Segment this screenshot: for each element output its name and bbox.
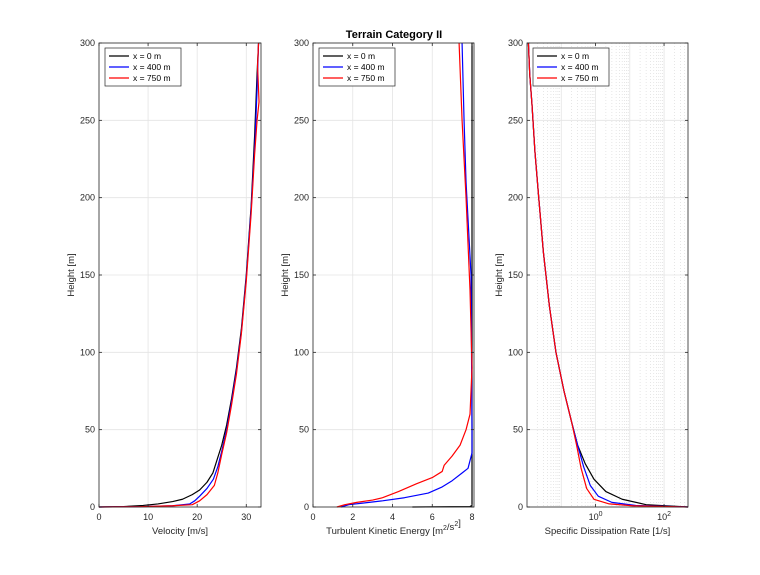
tick-label-y: 200 <box>80 193 95 203</box>
tick-label-x: 30 <box>241 512 251 522</box>
tick-label-y: 200 <box>508 193 523 203</box>
tick-label-y: 50 <box>513 425 523 435</box>
legend-entry: x = 750 m <box>133 73 171 83</box>
tick-label-y: 100 <box>80 347 95 357</box>
tick-label-x: 6 <box>430 512 435 522</box>
tick-label-y: 150 <box>294 270 309 280</box>
legend-entry: x = 400 m <box>347 62 385 72</box>
legend: x = 0 mx = 400 mx = 750 m <box>532 47 610 87</box>
series-line-x-750-m <box>336 42 473 508</box>
tick-label-y: 250 <box>294 115 309 125</box>
tick-label-y: 300 <box>294 38 309 48</box>
legend-entry: x = 750 m <box>561 73 599 83</box>
series-line-x-750-m <box>527 42 689 508</box>
tick-label-y: 300 <box>80 38 95 48</box>
tick-label-y: 50 <box>299 425 309 435</box>
legend-entry: x = 400 m <box>561 62 599 72</box>
tick-label-y: 300 <box>508 38 523 48</box>
tick-label-y: 250 <box>80 115 95 125</box>
legend-entry: x = 750 m <box>347 73 385 83</box>
legend-entry: x = 400 m <box>133 62 171 72</box>
y-axis-label: Height [m] <box>494 253 505 296</box>
tick-label-x: 100 <box>589 511 603 522</box>
legend: x = 0 mx = 400 mx = 750 m <box>104 47 182 87</box>
subplot-3: 0 50 100 150 200 250 300 100 102 Specific Dissipa… <box>494 38 689 537</box>
x-axis-label: Specific Dissipation Rate [1/s] <box>545 526 671 537</box>
tick-label-y: 100 <box>294 347 309 357</box>
tick-label-y: 100 <box>508 347 523 357</box>
tick-label-y: 150 <box>508 270 523 280</box>
series-line-x-400-m <box>340 42 473 508</box>
legend: x = 0 mx = 400 mx = 750 m <box>318 47 396 87</box>
tick-label-x: 2 <box>350 512 355 522</box>
tick-label-x: 8 <box>470 512 475 522</box>
tick-label-x: 10 <box>143 512 153 522</box>
series-line-x-750-m <box>98 42 260 508</box>
tick-label-x: 20 <box>192 512 202 522</box>
tick-label-x: 4 <box>390 512 395 522</box>
tick-label-y: 0 <box>90 502 95 512</box>
tick-label-x: 102 <box>657 511 671 522</box>
y-axis-label: Height [m] <box>66 253 77 296</box>
tick-label-x: 0 <box>310 512 315 522</box>
y-axis-label: Height [m] <box>280 253 291 296</box>
tick-label-y: 250 <box>508 115 523 125</box>
legend-entry: x = 0 m <box>133 51 161 61</box>
tick-label-y: 50 <box>85 425 95 435</box>
tick-label-y: 200 <box>294 193 309 203</box>
x-axis-label: Velocity [m/s] <box>152 526 208 537</box>
legend-entry: x = 0 m <box>561 51 589 61</box>
subplot-1: 0 50 100 150 200 250 300 0 10 20 30 Velocity [m/s] H… <box>66 38 262 537</box>
tick-label-y: 0 <box>304 502 309 512</box>
figure-title: Terrain Category II <box>346 29 442 41</box>
legend-entry: x = 0 m <box>347 51 375 61</box>
tick-label-y: 0 <box>518 502 523 512</box>
tick-label-y: 150 <box>80 270 95 280</box>
tick-label-x: 0 <box>96 512 101 522</box>
